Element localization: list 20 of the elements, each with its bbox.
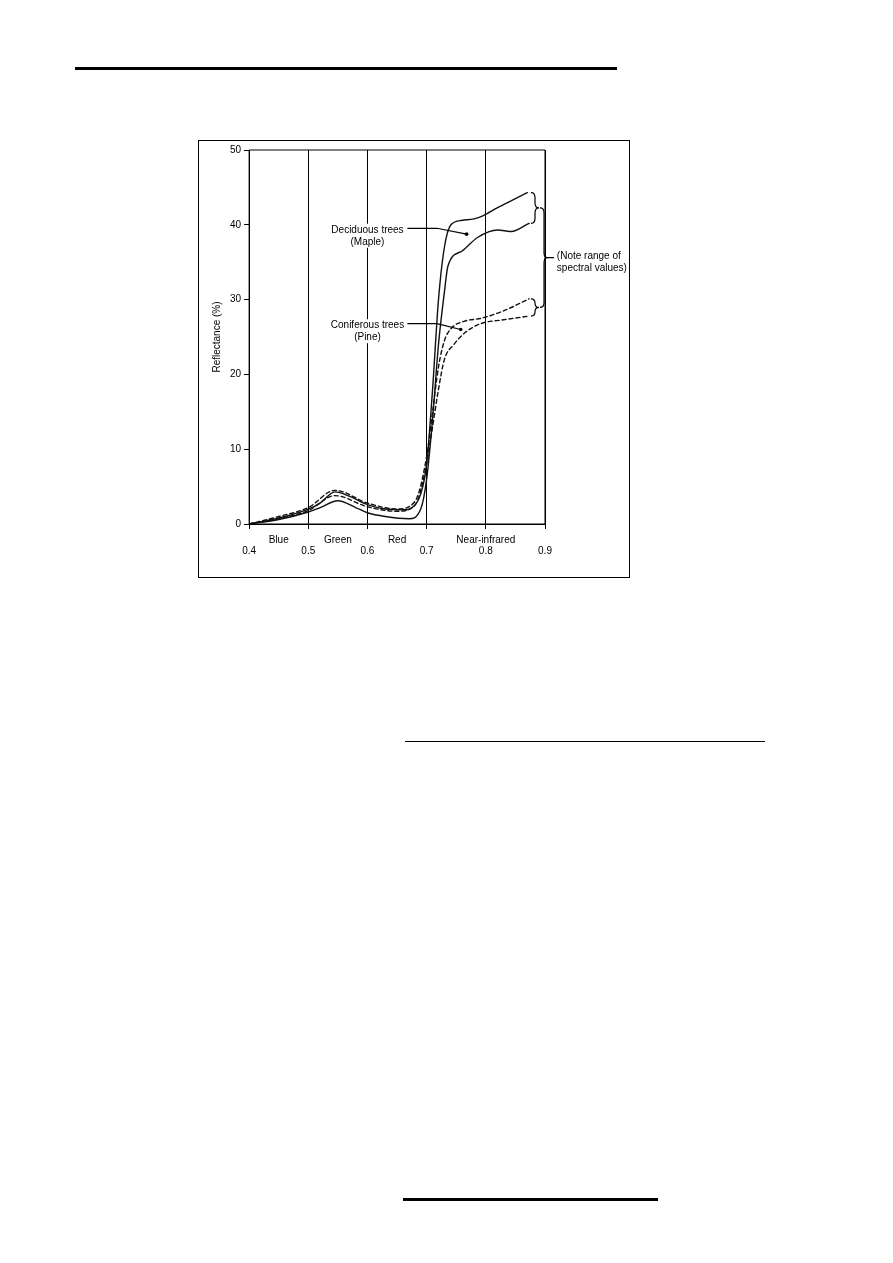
- text: (Note range of spectral values): [556, 249, 627, 273]
- y-tick-label: 20: [230, 368, 242, 380]
- x-tick-label: 0.7: [419, 544, 435, 556]
- text: Green: [323, 533, 352, 545]
- x-tick-label: 0.5: [301, 544, 316, 556]
- y-tick-label: 40: [230, 218, 242, 230]
- annotation: Deciduous trees (Maple): [331, 223, 404, 247]
- x-tick-label: 0.8: [478, 544, 494, 556]
- x-tick-label: 0.6: [360, 544, 375, 556]
- text: Red: [387, 533, 407, 545]
- text: Blue: [268, 533, 290, 545]
- y-tick-label: 10: [230, 442, 242, 454]
- x-tick-label: 0.4: [242, 544, 257, 556]
- y-tick-label: 50: [230, 143, 242, 155]
- annotation: Coniferous trees (Pine): [330, 318, 405, 342]
- y-axis-title: Reflectance (%): [210, 301, 222, 373]
- text: Near-infrared: [456, 533, 516, 545]
- y-tick-label: 0: [235, 517, 242, 529]
- y-tick-label: 30: [230, 293, 242, 305]
- x-tick-label: 0.9: [538, 544, 553, 556]
